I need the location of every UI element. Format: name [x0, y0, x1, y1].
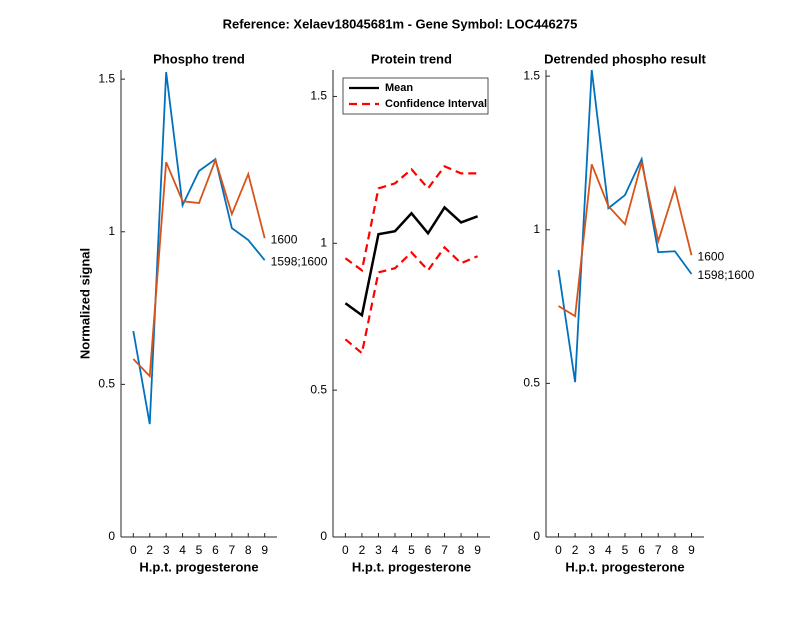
x-tick-label: 3 — [375, 543, 382, 557]
series-line — [558, 161, 693, 318]
x-tick-label: 4 — [605, 543, 612, 557]
series-end-label: 1598;1600 — [271, 254, 328, 268]
series-line — [132, 157, 266, 379]
y-axis-label: Normalized signal — [77, 248, 92, 359]
y-tick-label: 1 — [108, 224, 115, 238]
y-tick-label: 1 — [533, 222, 540, 236]
y-tick-label: 1 — [320, 235, 327, 249]
y-tick-label: 1.5 — [310, 89, 327, 103]
x-tick-label: 7 — [228, 543, 235, 557]
x-tick-label: 7 — [441, 543, 448, 557]
x-tick-label: 8 — [672, 543, 679, 557]
series-line — [132, 72, 266, 425]
series-line — [344, 164, 478, 273]
x-tick-label: 7 — [655, 543, 662, 557]
x-tick-label: 4 — [392, 543, 399, 557]
x-tick-label: 5 — [196, 543, 203, 557]
x-tick-label: 9 — [261, 543, 268, 557]
series-line — [344, 245, 479, 356]
x-axis-label: H.p.t. progesterone — [139, 559, 258, 574]
y-tick-label: 1.5 — [523, 68, 540, 82]
x-tick-label: 2 — [572, 543, 579, 557]
y-tick-label: 0.5 — [310, 382, 327, 396]
panel-title: Phospho trend — [153, 51, 245, 66]
legend-box — [342, 77, 489, 115]
y-tick-label: 0 — [533, 529, 540, 543]
x-tick-label: 2 — [146, 543, 153, 557]
x-tick-label: 5 — [408, 543, 415, 557]
legend-label: Mean — [385, 82, 413, 94]
x-axis-label: H.p.t. progesterone — [565, 559, 684, 574]
legend-label: Confidence Interval — [385, 98, 487, 110]
series-line — [557, 69, 693, 383]
panel-title: Protein trend — [371, 51, 452, 66]
y-tick-label: 0 — [320, 529, 327, 543]
x-tick-label: 9 — [474, 543, 481, 557]
y-tick-label: 1.5 — [98, 71, 115, 85]
panel-title: Detrended phospho result — [544, 51, 706, 66]
x-tick-label: 2 — [359, 543, 366, 557]
x-tick-label: 8 — [245, 543, 252, 557]
figure-title: Reference: Xelaev18045681m - Gene Symbol… — [223, 16, 578, 31]
x-tick-label: 8 — [458, 543, 465, 557]
x-tick-label: 5 — [622, 543, 629, 557]
x-tick-label: 9 — [688, 543, 695, 557]
x-axis-label: H.p.t. progesterone — [352, 559, 471, 574]
x-tick-label: 3 — [588, 543, 595, 557]
series-end-label: 1600 — [271, 232, 298, 246]
series-line — [344, 205, 479, 318]
y-tick-label: 0.5 — [98, 377, 115, 391]
x-tick-label: 0 — [130, 543, 137, 557]
x-tick-label: 3 — [163, 543, 170, 557]
x-tick-label: 0 — [342, 543, 349, 557]
x-tick-label: 6 — [425, 543, 432, 557]
x-tick-label: 6 — [212, 543, 219, 557]
x-tick-label: 6 — [638, 543, 645, 557]
x-tick-label: 0 — [555, 543, 562, 557]
series-end-label: 1600 — [698, 249, 725, 263]
y-tick-label: 0.5 — [523, 376, 540, 390]
y-tick-label: 0 — [108, 529, 115, 543]
x-tick-label: 4 — [179, 543, 186, 557]
series-end-label: 1598;1600 — [698, 268, 755, 282]
